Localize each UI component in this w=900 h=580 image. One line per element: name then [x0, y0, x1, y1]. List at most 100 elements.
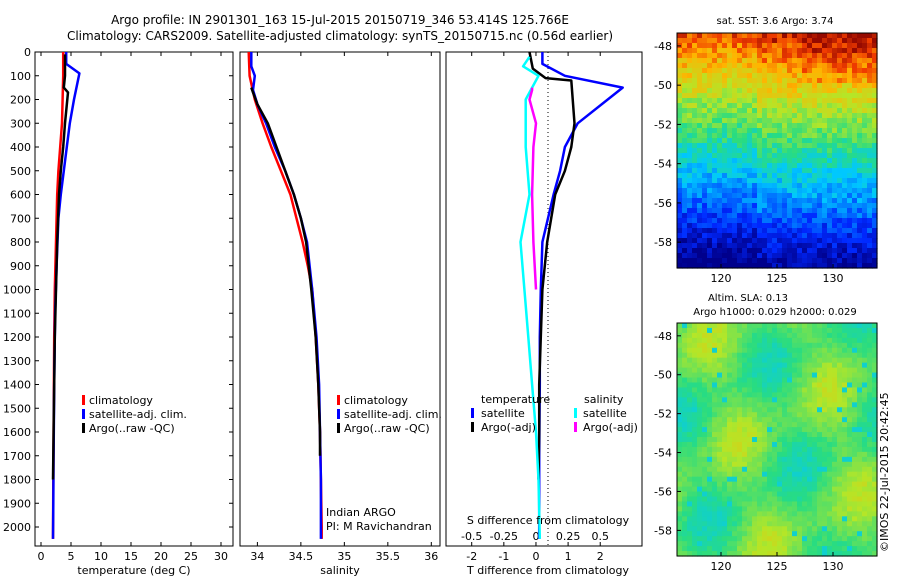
heatmap-cell: [842, 337, 848, 344]
heatmap-cell: [742, 103, 748, 109]
heatmap-cell: [767, 402, 773, 408]
heatmap-cell: [707, 238, 713, 244]
heatmap-cell: [822, 471, 828, 478]
heatmap-cell: [847, 337, 853, 344]
heatmap-cell: [812, 402, 818, 408]
heatmap-cell: [797, 456, 803, 463]
heatmap-cell: [717, 233, 723, 239]
heatmap-cell: [812, 78, 818, 84]
heatmap-cell: [812, 456, 818, 463]
heatmap-cell: [812, 417, 818, 423]
heatmap-cell: [707, 148, 713, 154]
heatmap-cell: [697, 238, 703, 244]
heatmap-cell: [692, 38, 698, 44]
heatmap-cell: [702, 243, 708, 249]
heatmap-cell: [682, 208, 688, 214]
heatmap-cell: [727, 516, 733, 522]
heatmap-cell: [747, 183, 753, 189]
heatmap-cell: [792, 53, 798, 59]
heatmap-cell: [852, 48, 858, 54]
heatmap-cell: [747, 347, 753, 354]
heatmap-cell: [752, 432, 758, 438]
heatmap-cell: [682, 73, 688, 79]
heatmap-cell: [802, 372, 808, 379]
heatmap-cell: [762, 352, 768, 359]
heatmap-cell: [837, 427, 843, 433]
heatmap-cell: [722, 253, 728, 259]
heatmap-cell: [817, 78, 823, 84]
heatmap-cell: [727, 238, 733, 244]
heatmap-cell: [772, 48, 778, 54]
heatmap-cell: [702, 173, 708, 179]
heatmap-cell: [787, 382, 793, 389]
heatmap-cell: [757, 58, 763, 64]
heatmap-cell: [717, 327, 723, 334]
heatmap-cell: [832, 546, 838, 552]
heatmap-cell: [762, 43, 768, 49]
heatmap-cell: [712, 387, 718, 394]
heatmap-cell: [792, 342, 798, 349]
heatmap-cell: [812, 188, 818, 194]
heatmap-cell: [842, 128, 848, 134]
heatmap-cell: [787, 551, 793, 557]
heatmap-cell: [832, 38, 838, 44]
heatmap-cell: [697, 258, 703, 264]
heatmap-cell: [797, 263, 803, 269]
heatmap-cell: [692, 536, 698, 542]
heatmap-cell: [832, 43, 838, 49]
heatmap-cell: [777, 248, 783, 254]
heatmap-cell: [822, 173, 828, 179]
heatmap-cell: [727, 73, 733, 79]
heatmap-cell: [812, 422, 818, 428]
heatmap-cell: [832, 208, 838, 214]
heatmap-cell: [847, 58, 853, 64]
heatmap-cell: [702, 531, 708, 537]
heatmap-cell: [757, 123, 763, 129]
heatmap-cell: [872, 397, 878, 403]
heatmap-cell: [777, 387, 783, 394]
depth-tick-label: 1400: [3, 379, 31, 392]
heatmap-cell: [812, 357, 818, 364]
heatmap-cell: [777, 168, 783, 174]
heatmap-cell: [847, 83, 853, 89]
heatmap-cell: [727, 511, 733, 517]
heatmap-cell: [747, 323, 753, 329]
heatmap-cell: [787, 208, 793, 214]
heatmap-cell: [762, 327, 768, 334]
heatmap-cell: [792, 48, 798, 54]
depth-tick-label: 1300: [3, 355, 31, 368]
heatmap-cell: [872, 33, 878, 39]
heatmap-cell: [817, 412, 823, 418]
heatmap-cell: [862, 33, 868, 39]
heatmap-cell: [702, 73, 708, 79]
heatmap-cell: [752, 466, 758, 473]
heatmap-cell: [752, 427, 758, 433]
heatmap-cell: [777, 347, 783, 354]
heatmap-cell: [867, 93, 873, 99]
heatmap-cell: [852, 427, 858, 433]
heatmap-cell: [862, 113, 868, 119]
heatmap-cell: [847, 73, 853, 79]
heatmap-cell: [712, 541, 718, 547]
heatmap-cell: [747, 133, 753, 139]
heatmap-cell: [802, 218, 808, 224]
heatmap-cell: [702, 233, 708, 239]
heatmap-cell: [802, 506, 808, 512]
heatmap-cell: [842, 377, 848, 384]
heatmap-cell: [687, 546, 693, 552]
heatmap-cell: [842, 88, 848, 94]
heatmap-cell: [737, 407, 743, 413]
heatmap-cell: [722, 228, 728, 234]
heatmap-cell: [857, 456, 863, 463]
heatmap-cell: [752, 367, 758, 374]
heatmap-cell: [857, 248, 863, 254]
heatmap-cell: [687, 407, 693, 413]
heatmap-cell: [767, 128, 773, 134]
heatmap-cell: [767, 397, 773, 403]
heatmap-cell: [767, 103, 773, 109]
heatmap-cell: [737, 233, 743, 239]
heatmap-cell: [687, 387, 693, 394]
heatmap-cell: [752, 188, 758, 194]
heatmap-cell: [797, 253, 803, 259]
heatmap-cell: [832, 123, 838, 129]
